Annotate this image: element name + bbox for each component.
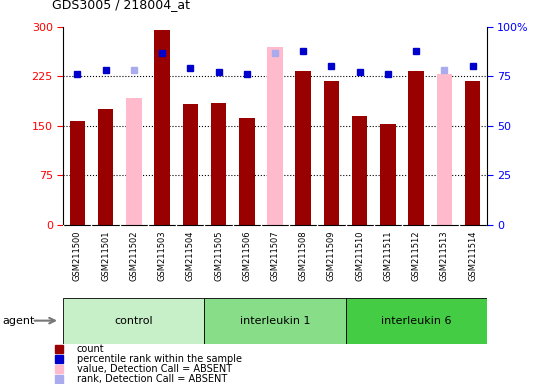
Bar xyxy=(239,118,255,225)
Bar xyxy=(183,104,198,225)
Bar xyxy=(345,298,487,344)
Text: GSM211508: GSM211508 xyxy=(299,230,308,281)
Text: GSM211507: GSM211507 xyxy=(271,230,279,281)
Bar xyxy=(267,46,283,225)
Text: interleukin 6: interleukin 6 xyxy=(381,316,452,326)
Text: count: count xyxy=(76,344,104,354)
Text: GSM211503: GSM211503 xyxy=(157,230,167,281)
Text: GSM211510: GSM211510 xyxy=(355,230,364,281)
Text: GSM211506: GSM211506 xyxy=(242,230,251,281)
Text: rank, Detection Call = ABSENT: rank, Detection Call = ABSENT xyxy=(76,374,227,384)
Bar xyxy=(437,74,452,225)
Bar xyxy=(155,30,170,225)
Bar xyxy=(211,103,226,225)
Bar xyxy=(465,81,480,225)
Text: GSM211512: GSM211512 xyxy=(411,230,421,281)
Text: GSM211504: GSM211504 xyxy=(186,230,195,281)
Bar xyxy=(324,81,339,225)
Text: GSM211505: GSM211505 xyxy=(214,230,223,281)
Text: GSM211514: GSM211514 xyxy=(468,230,477,281)
Bar xyxy=(205,298,345,344)
Bar xyxy=(70,121,85,225)
Text: GSM211509: GSM211509 xyxy=(327,230,336,281)
Text: control: control xyxy=(114,316,153,326)
Text: agent: agent xyxy=(3,316,35,326)
Text: GSM211511: GSM211511 xyxy=(383,230,393,281)
Bar xyxy=(295,71,311,225)
Text: percentile rank within the sample: percentile rank within the sample xyxy=(76,354,242,364)
Text: interleukin 1: interleukin 1 xyxy=(240,316,310,326)
Text: GSM211500: GSM211500 xyxy=(73,230,82,281)
Bar xyxy=(63,298,205,344)
Bar xyxy=(126,98,141,225)
Text: value, Detection Call = ABSENT: value, Detection Call = ABSENT xyxy=(76,364,232,374)
Text: GSM211502: GSM211502 xyxy=(129,230,139,281)
Bar xyxy=(409,71,424,225)
Bar xyxy=(352,116,367,225)
Bar xyxy=(98,109,113,225)
Text: GSM211513: GSM211513 xyxy=(440,230,449,281)
Text: GDS3005 / 218004_at: GDS3005 / 218004_at xyxy=(52,0,190,12)
Bar xyxy=(380,124,395,225)
Text: GSM211501: GSM211501 xyxy=(101,230,110,281)
